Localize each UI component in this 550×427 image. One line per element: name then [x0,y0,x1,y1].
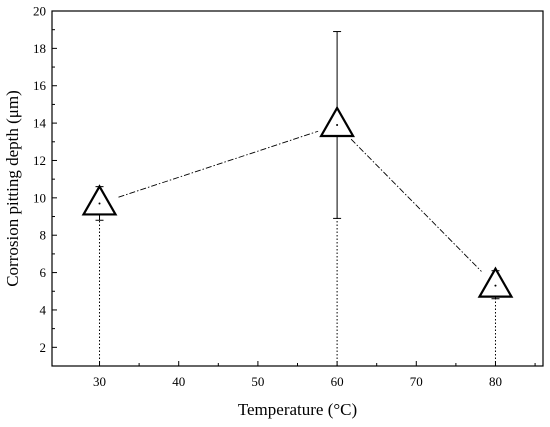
error-bars [95,31,500,300]
marker-center-dot [494,284,497,287]
y-axis-ticks: 2 4 6 8 10 12 14 16 18 20 [33,4,57,367]
drop-lines [99,218,496,366]
x-tick-label: 60 [331,374,344,389]
x-axis-title: Temperature (°C) [238,400,357,419]
connector-line [350,138,482,272]
triangle-marker [477,266,514,298]
connector-lines [118,130,482,272]
y-tick-label: 12 [33,153,46,168]
y-tick-label: 6 [40,265,47,280]
x-tick-label: 40 [172,374,185,389]
y-tick-label: 18 [33,41,46,56]
y-tick-label: 16 [33,78,47,93]
y-tick-label: 14 [33,116,47,131]
y-tick-label: 10 [33,190,46,205]
x-tick-label: 50 [251,374,264,389]
y-axis-title: Corrosion pitting depth (μm) [3,90,22,287]
x-tick-label: 30 [93,374,106,389]
marker-center-dot [336,123,339,126]
y-tick-label: 8 [40,228,47,243]
x-tick-label: 70 [410,374,423,389]
x-tick-label: 80 [489,374,502,389]
y-tick-label: 20 [33,4,46,19]
triangle-marker [81,184,118,216]
markers [81,105,514,298]
y-tick-label: 2 [40,340,47,355]
plot-area-frame [51,10,544,367]
x-axis-ticks: 30 40 50 60 70 80 [93,361,536,389]
triangle-marker [319,105,355,138]
marker-center-dot [98,202,101,205]
connector-line [118,130,319,198]
y-tick-label: 4 [40,302,47,317]
